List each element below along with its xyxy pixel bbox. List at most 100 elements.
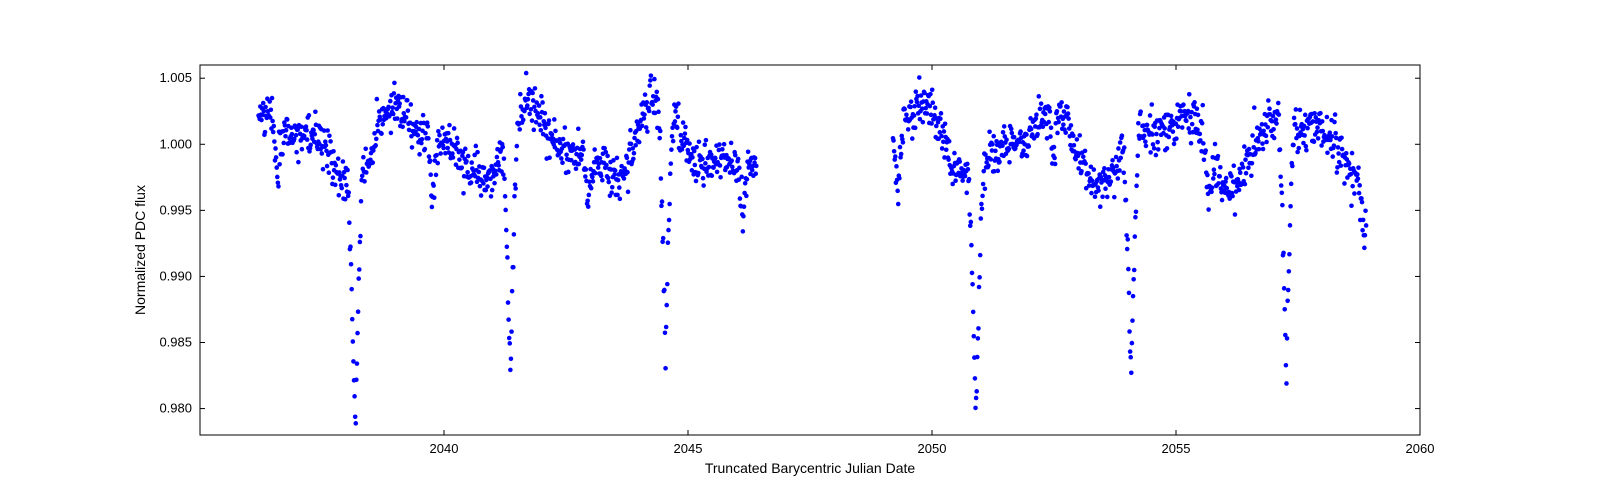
data-point: [357, 267, 362, 272]
data-point: [649, 73, 654, 78]
data-point: [339, 186, 344, 191]
data-point: [277, 162, 282, 167]
data-point: [1012, 135, 1017, 140]
data-point: [360, 174, 365, 179]
data-point: [421, 113, 426, 118]
data-point: [970, 271, 975, 276]
data-point: [313, 109, 318, 114]
data-point: [1243, 157, 1248, 162]
data-point: [1229, 174, 1234, 179]
data-point: [1116, 176, 1121, 181]
data-point: [969, 220, 974, 225]
data-point: [729, 158, 734, 163]
data-point: [1319, 143, 1324, 148]
data-point: [1121, 170, 1126, 175]
data-point: [1330, 154, 1335, 159]
data-point: [750, 168, 755, 173]
data-point: [1128, 355, 1133, 360]
data-point: [612, 172, 617, 177]
data-point: [1298, 108, 1303, 113]
data-point: [1195, 106, 1200, 111]
data-point: [1276, 101, 1281, 106]
data-point: [341, 159, 346, 164]
data-point: [1138, 109, 1143, 114]
data-point: [643, 92, 648, 97]
data-point: [438, 151, 443, 156]
data-point: [894, 164, 899, 169]
data-point: [1212, 172, 1217, 177]
data-point: [606, 180, 611, 185]
data-point: [1122, 145, 1127, 150]
data-point: [434, 173, 439, 178]
data-point: [1342, 181, 1347, 186]
data-point: [981, 182, 986, 187]
data-point: [1086, 171, 1091, 176]
data-point: [1206, 207, 1211, 212]
data-point: [930, 100, 935, 105]
data-point: [586, 204, 591, 209]
data-point: [1093, 194, 1098, 199]
data-point: [358, 234, 363, 239]
data-point: [613, 168, 618, 173]
data-point: [1230, 194, 1235, 199]
data-point: [353, 415, 358, 420]
data-point: [333, 183, 338, 188]
data-point: [1285, 299, 1290, 304]
data-point: [693, 163, 698, 168]
data-point: [1305, 126, 1310, 131]
data-point: [753, 156, 758, 161]
data-point: [1277, 112, 1282, 117]
data-point: [526, 97, 531, 102]
data-point: [1200, 121, 1205, 126]
data-point: [450, 151, 455, 156]
data-point: [632, 151, 637, 156]
data-point: [640, 124, 645, 129]
data-point: [431, 183, 436, 188]
data-point: [353, 421, 358, 426]
data-point: [1152, 146, 1157, 151]
data-point: [1055, 131, 1060, 136]
data-point: [435, 138, 440, 143]
data-point: [531, 128, 536, 133]
data-point: [1344, 151, 1349, 156]
data-point: [517, 127, 522, 132]
data-point: [327, 133, 332, 138]
data-point: [346, 190, 351, 195]
data-point: [428, 158, 433, 163]
data-point: [273, 146, 278, 151]
data-point: [1350, 151, 1355, 156]
data-point: [1295, 126, 1300, 131]
data-point: [475, 150, 480, 155]
data-point: [1007, 160, 1012, 165]
data-point: [671, 139, 676, 144]
data-point: [513, 186, 518, 191]
data-point: [1192, 100, 1197, 105]
data-point: [1036, 94, 1041, 99]
data-point: [527, 112, 532, 117]
data-point: [354, 377, 359, 382]
data-point: [701, 176, 706, 181]
data-point: [912, 113, 917, 118]
data-point: [637, 140, 642, 145]
data-point: [1293, 122, 1298, 127]
data-point: [995, 169, 1000, 174]
data-point: [1287, 269, 1292, 274]
data-point: [547, 155, 552, 160]
data-point: [1285, 336, 1290, 341]
data-point: [537, 123, 542, 128]
data-point: [532, 105, 537, 110]
data-point: [914, 89, 919, 94]
data-point: [521, 118, 526, 123]
data-point: [940, 146, 945, 151]
data-point: [1357, 191, 1362, 196]
data-point: [1130, 318, 1135, 323]
data-point: [901, 140, 906, 145]
data-point: [584, 167, 589, 172]
data-point: [1133, 215, 1138, 220]
data-point: [1349, 203, 1354, 208]
data-point: [502, 177, 507, 182]
data-point: [451, 155, 456, 160]
data-point: [312, 132, 317, 137]
data-point: [391, 112, 396, 117]
data-point: [512, 232, 517, 237]
